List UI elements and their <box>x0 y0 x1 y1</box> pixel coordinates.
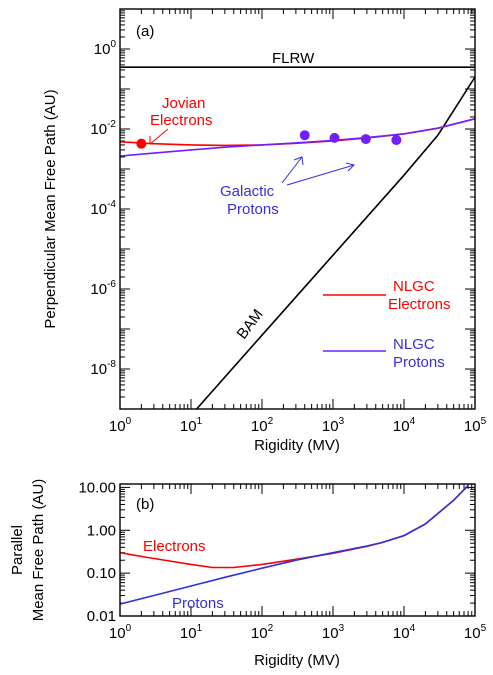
y-tick-label: 10-6 <box>90 279 116 298</box>
x-tick-label: 102 <box>251 416 274 435</box>
legend-protons-line1: NLGC <box>393 336 435 353</box>
panel-a-label: (a) <box>136 23 154 40</box>
y-tick-label: 1.00 <box>87 522 116 539</box>
x-tick-label: 103 <box>322 416 345 435</box>
x-tick-label: 104 <box>393 623 416 642</box>
data-point-galactic-protons <box>329 132 340 143</box>
data-point-galactic-protons <box>391 135 402 146</box>
galactic-arrows <box>281 156 355 186</box>
panel-a-ylabel: Perpendicular Mean Free Path (AU) <box>42 89 59 328</box>
y-tick-label: 10.00 <box>78 479 116 496</box>
panel-b-ylabel-line1: Parallel <box>9 525 26 575</box>
electrons-label: Electrons <box>143 538 206 555</box>
jovian-label-line1: Jovian <box>162 95 205 112</box>
panel-b-ticks <box>119 484 476 617</box>
series-line-nlgc-protons <box>120 118 475 157</box>
x-tick-label: 103 <box>322 623 345 642</box>
series-line-protons <box>120 485 469 605</box>
x-tick-label: 100 <box>109 623 132 642</box>
panel-a-xlabel: Rigidity (MV) <box>254 437 340 454</box>
series-line-bam <box>196 76 475 409</box>
legend-electrons-line2: Electrons <box>388 296 451 313</box>
y-tick-label: 10-4 <box>90 199 116 218</box>
panel-b-tick-labels: 100 101 102 103 104 105 10.00 1.00 0.10 0.01 <box>78 479 486 642</box>
panel-b-xlabel: Rigidity (MV) <box>254 652 340 669</box>
data-point-galactic-protons <box>299 130 310 141</box>
x-tick-label: 105 <box>464 416 487 435</box>
x-tick-label: 101 <box>180 416 203 435</box>
protons-label: Protons <box>172 595 224 612</box>
legend-protons-line2: Protons <box>393 354 445 371</box>
y-tick-label: 10-8 <box>90 359 116 378</box>
legend: NLGC Electrons NLGC Protons <box>323 278 451 371</box>
x-tick-label: 101 <box>180 623 203 642</box>
y-tick-label: 0.10 <box>87 565 116 582</box>
bam-label: BAM <box>234 306 267 342</box>
panel-a-frame <box>119 8 476 410</box>
x-tick-label: 105 <box>464 623 487 642</box>
panel-a: 100 101 102 103 104 105 100 10-2 10-4 10-6 10-8 (a… <box>42 8 487 454</box>
series-line-electrons <box>120 485 469 569</box>
data-point-jovian-electrons <box>136 138 147 149</box>
jovian-label-line2: Electrons <box>150 112 213 129</box>
panel-b-frame <box>119 483 476 617</box>
panel-b-series <box>120 485 469 605</box>
panel-b-label: (b) <box>136 496 154 513</box>
y-tick-label: 10-2 <box>90 119 116 138</box>
x-tick-label: 102 <box>251 623 274 642</box>
y-tick-label: 100 <box>94 39 117 58</box>
jovian-arrow <box>149 128 169 145</box>
legend-electrons-line1: NLGC <box>393 278 435 295</box>
panel-a-points <box>136 130 402 149</box>
panel-a-series <box>120 66 475 409</box>
y-tick-label: 0.01 <box>87 608 116 625</box>
x-tick-label: 104 <box>393 416 416 435</box>
flrw-label: FLRW <box>272 50 315 67</box>
panel-a-tick-labels: 100 101 102 103 104 105 100 10-2 10-4 10-6 10-8 <box>90 39 486 435</box>
data-point-galactic-protons <box>360 134 371 145</box>
panel-a-ticks <box>119 8 476 410</box>
galactic-label-line2: Protons <box>227 201 279 218</box>
x-tick-label: 100 <box>109 416 132 435</box>
panel-b-ylabel-line2: Mean Free Path (AU) <box>30 479 47 622</box>
galactic-label-line1: Galactic <box>220 183 275 200</box>
